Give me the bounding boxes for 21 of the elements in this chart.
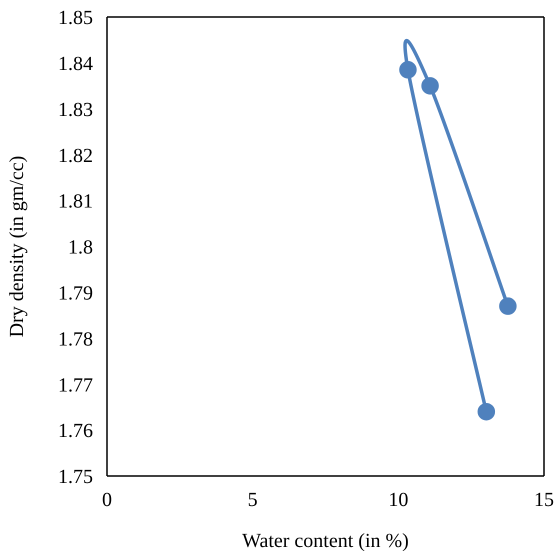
y-tick-label: 1.82 [58, 144, 93, 167]
y-axis-title: Dry density (in gm/cc) [6, 156, 28, 338]
y-tick-label: 1.76 [58, 420, 93, 442]
y-tick-label: 1.85 [58, 7, 93, 30]
point [499, 297, 517, 315]
x-axis-title: Water content (in %) [242, 530, 409, 551]
y-tick-label: 1.79 [58, 282, 93, 304]
y-tick-label: 1.8 [68, 236, 93, 259]
x-tick-label: 15 [534, 489, 554, 512]
point [421, 77, 439, 95]
y-tick-label: 1.78 [58, 328, 93, 350]
point [399, 61, 417, 79]
y-tick-label: 1.84 [58, 53, 93, 75]
y-tick-label: 1.77 [58, 374, 93, 396]
y-tick-label: 1.75 [58, 466, 93, 488]
point [478, 402, 496, 420]
y-tick-label: 1.83 [58, 98, 93, 121]
x-tick-label: 10 [388, 489, 408, 512]
y-tick-label: 1.81 [58, 190, 93, 213]
x-tick-label: 0 [102, 489, 112, 512]
x-tick-label: 5 [248, 489, 258, 512]
